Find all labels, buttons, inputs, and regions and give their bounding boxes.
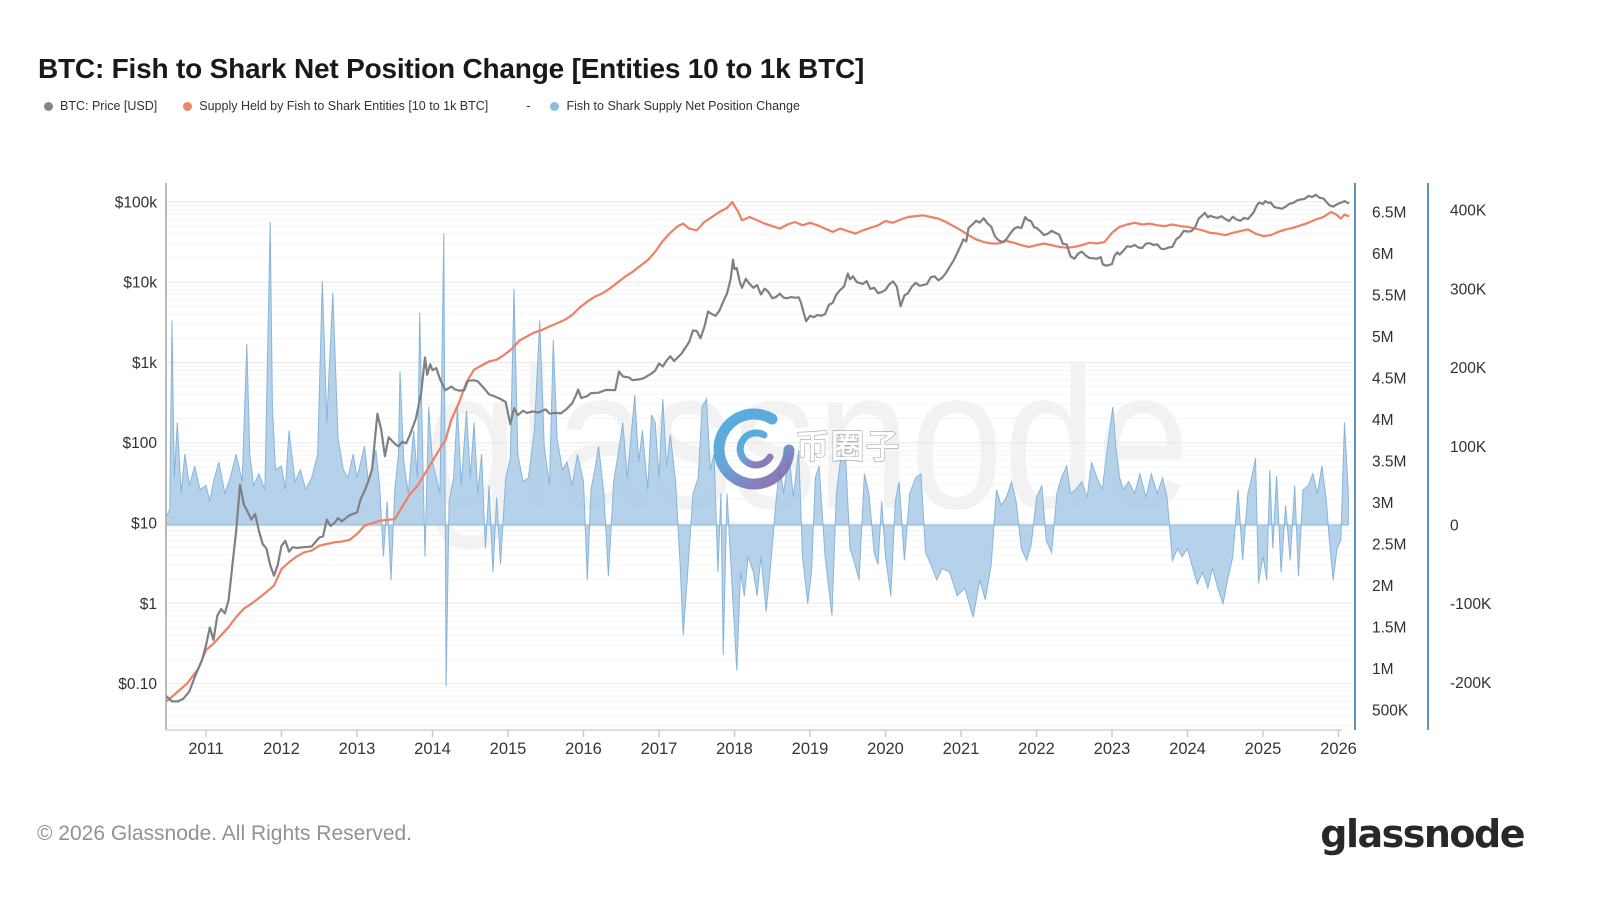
supply-axis-label: 3.5M	[1372, 454, 1406, 471]
legend-item-3[interactable]: Fish to Shark Supply Net Position Change	[550, 99, 800, 113]
btc-price-line	[166, 193, 1350, 703]
price-axis-label: $100k	[115, 194, 157, 211]
supply-axis-label: 4M	[1372, 412, 1394, 429]
price-axis-label: $1k	[132, 355, 157, 372]
net-axis-label: 400K	[1450, 203, 1487, 220]
supply-axis-label: 5.5M	[1372, 288, 1406, 305]
supply-axis-label: 1.5M	[1372, 620, 1406, 637]
x-axis-label: 2012	[263, 740, 300, 758]
legend-item-label: Supply Held by Fish to Shark Entities [1…	[199, 99, 489, 113]
supply-axis-label: 6M	[1372, 246, 1394, 263]
legend-item-label: BTC: Price [USD]	[60, 99, 158, 113]
x-axis-label: 2020	[867, 740, 904, 758]
net-axis-label: -100K	[1450, 596, 1492, 613]
chart-legend: BTC: Price [USD] Supply Held by Fish to S…	[44, 99, 826, 113]
net-axis-label: 300K	[1450, 281, 1487, 298]
chart-title: BTC: Fish to Shark Net Position Change […	[38, 52, 865, 84]
legend-separator: -	[526, 99, 531, 113]
copyright-text: © 2026 Glassnode. All Rights Reserved.	[37, 822, 413, 845]
watermark-swirl-icon	[713, 408, 795, 490]
supply-axis-label: 2.5M	[1372, 537, 1406, 554]
x-axis-label: 2011	[188, 740, 223, 758]
x-axis-label: 2018	[716, 740, 753, 758]
x-axis-label: 2019	[792, 740, 829, 758]
price-axis-label: $10	[131, 516, 157, 533]
net-axis-label: 0	[1450, 518, 1459, 535]
legend-item-0[interactable]: BTC: Price [USD]	[44, 99, 157, 113]
x-axis-label: 2024	[1169, 740, 1206, 758]
net-position-change-area	[166, 221, 1349, 687]
x-axis-label: 2015	[490, 740, 527, 758]
price-axis-label: $0.10	[118, 676, 157, 693]
legend-dot-icon	[44, 101, 53, 111]
net-axis-label: 100K	[1450, 439, 1487, 456]
legend-item-1[interactable]: Supply Held by Fish to Shark Entities [1…	[183, 99, 488, 113]
glassnode-logo: glassnode	[1320, 812, 1525, 856]
legend-dot-icon	[183, 101, 193, 111]
supply-axis-label: 500K	[1372, 703, 1409, 720]
site-watermark-logo: 币圈子	[713, 408, 901, 490]
price-axis-label: $1	[140, 596, 157, 613]
x-axis-label: 2026	[1320, 740, 1357, 758]
legend-item-label: Fish to Shark Supply Net Position Change	[566, 99, 800, 113]
x-axis-label: 2017	[641, 740, 678, 758]
supply-axis-label: 4.5M	[1372, 371, 1406, 388]
x-axis-label: 2016	[565, 740, 602, 758]
x-axis-label: 2025	[1245, 740, 1282, 758]
supply-axis-label: 3M	[1372, 495, 1394, 512]
supply-axis-label: 2M	[1372, 578, 1394, 595]
net-axis-label: 200K	[1450, 360, 1487, 377]
supply-axis-label: 1M	[1372, 661, 1394, 678]
watermark-swirl-inner-icon	[736, 429, 774, 469]
legend-dot-icon	[550, 101, 560, 111]
supply-axis-label: 5M	[1372, 329, 1394, 346]
price-axis-label: $10k	[123, 275, 157, 292]
supply-held-line	[166, 200, 1350, 703]
price-axis-label: $100	[123, 435, 158, 452]
net-axis-label: -200K	[1450, 675, 1492, 692]
x-axis-label: 2022	[1018, 740, 1055, 758]
supply-axis-label: 6.5M	[1372, 205, 1406, 222]
x-axis-label: 2023	[1094, 740, 1131, 758]
watermark-cjk-text: 币圈子	[796, 428, 901, 465]
x-axis-label: 2014	[414, 740, 451, 758]
x-axis-label: 2021	[943, 740, 980, 758]
x-axis-label: 2013	[339, 740, 376, 758]
